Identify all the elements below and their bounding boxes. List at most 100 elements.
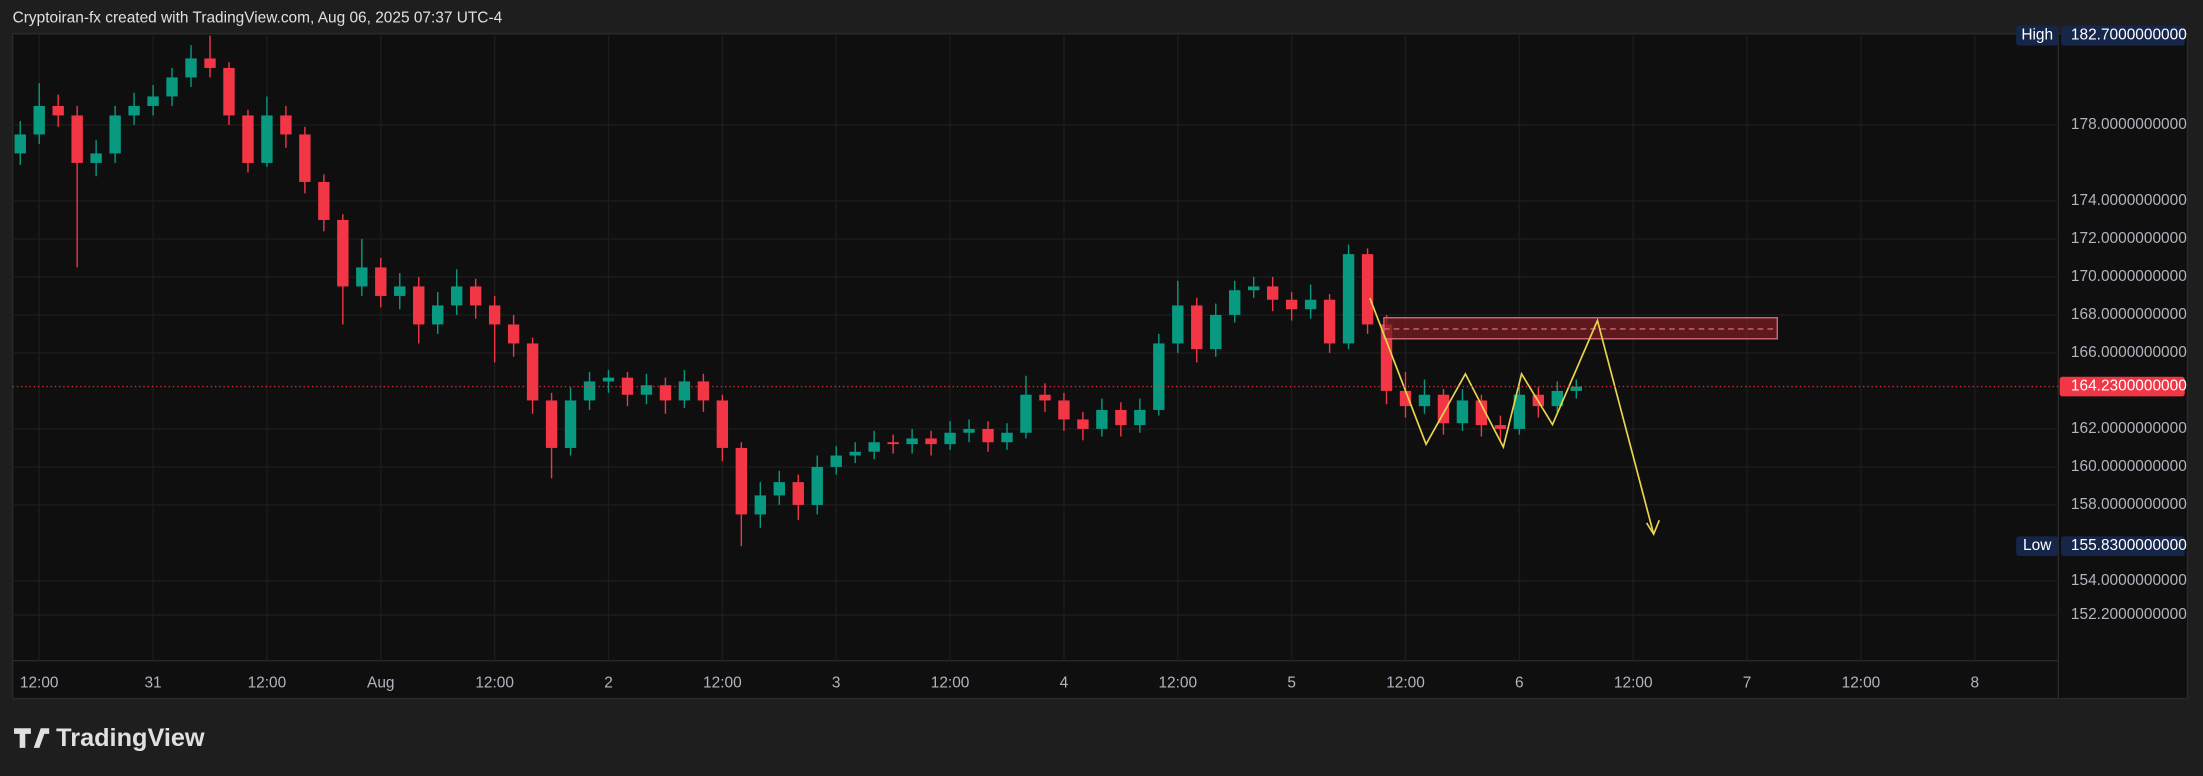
- candle-body: [223, 67, 235, 116]
- header-text: Cryptoiran-fx created with TradingView.c…: [13, 9, 503, 26]
- candle-body: [128, 105, 140, 116]
- candle-body: [754, 495, 767, 515]
- x-tick-label: 12:00: [1158, 674, 1197, 691]
- x-tick-label: 12:00: [931, 674, 970, 691]
- chart-panel: [11, 33, 2189, 700]
- y-tick-label: 160.0000000000: [2071, 458, 2187, 475]
- candle-body: [1570, 386, 1582, 391]
- high-marker-text: High: [2021, 27, 2053, 44]
- candle-body: [868, 442, 880, 452]
- candle-body: [1399, 390, 1412, 407]
- x-tick-label: 12:00: [20, 674, 59, 691]
- last-price-label: 164.2300000000: [2071, 378, 2187, 395]
- candle-body: [1020, 394, 1032, 433]
- candle-body: [621, 377, 634, 395]
- last-price-box: [2059, 376, 2185, 397]
- candle-body: [640, 385, 653, 395]
- candle-body: [71, 115, 83, 163]
- low-marker-label: 155.8300000000: [2071, 537, 2187, 554]
- candle-body: [906, 438, 918, 445]
- candle-body: [545, 400, 558, 448]
- candle-body: [1229, 290, 1241, 315]
- y-tick-label: 168.0000000000: [2071, 306, 2187, 323]
- candle-body: [602, 377, 615, 382]
- candle-body: [52, 105, 64, 116]
- candle-body: [1380, 324, 1393, 391]
- candle-body: [450, 286, 463, 306]
- candle-body: [261, 115, 273, 163]
- candle-body: [925, 438, 937, 445]
- x-tick-label: 12:00: [1842, 674, 1881, 691]
- y-tick-label: 172.0000000000: [2071, 230, 2187, 247]
- logo: TradingView: [14, 724, 205, 752]
- y-tick-label: 154.0000000000: [2071, 572, 2187, 589]
- candle-body: [280, 115, 292, 135]
- candle-body: [526, 343, 539, 401]
- candle-body: [90, 153, 102, 163]
- candle-body: [944, 432, 956, 445]
- candle-body: [507, 324, 520, 344]
- y-tick-label: 166.0000000000: [2071, 344, 2187, 361]
- candle-body: [356, 267, 368, 287]
- zigzag-path: [1369, 297, 1655, 535]
- candle-body: [1437, 394, 1450, 424]
- candle-body: [242, 115, 254, 163]
- x-tick-label: 12:00: [703, 674, 742, 691]
- y-tick-label: 178.0000000000: [2071, 116, 2187, 133]
- arrow-head: [1645, 519, 1661, 537]
- candle-body: [1115, 409, 1127, 426]
- candle-body: [1096, 409, 1108, 429]
- drawings: [1369, 297, 1778, 537]
- candle-body: [185, 58, 197, 78]
- x-tick-label: 6: [1515, 674, 1524, 691]
- candle-body: [887, 442, 899, 445]
- candle-body: [678, 381, 691, 401]
- candle-body: [811, 466, 823, 505]
- candle-body: [1323, 299, 1336, 344]
- candle-body: [1494, 425, 1507, 429]
- y-tick-label: 158.0000000000: [2071, 496, 2187, 513]
- x-tick-label: 8: [1970, 674, 1979, 691]
- candles: [14, 35, 1582, 547]
- candle-body: [1248, 286, 1260, 291]
- candle-body: [469, 286, 482, 306]
- candle-body: [1342, 254, 1355, 344]
- y-tick-label: 174.0000000000: [2071, 192, 2187, 209]
- x-tick-label: 12:00: [1614, 674, 1653, 691]
- x-tick-label: 5: [1287, 674, 1296, 691]
- candle-body: [1172, 305, 1184, 344]
- candle-body: [109, 115, 121, 154]
- x-tick-label: 12:00: [1386, 674, 1425, 691]
- candle-body: [14, 134, 26, 154]
- candle-body: [318, 181, 330, 220]
- resistance-zone: [1383, 317, 1778, 340]
- candle-body: [33, 105, 45, 135]
- low-marker-box: [2061, 536, 2185, 556]
- candle-body: [337, 219, 349, 287]
- candle-body: [716, 400, 729, 448]
- candle-body: [1513, 394, 1526, 429]
- candle-body: [147, 96, 159, 106]
- candle-body: [1475, 400, 1488, 426]
- low-marker-text: Low: [2023, 537, 2052, 554]
- candle-body: [1361, 254, 1374, 325]
- candle-body: [1210, 314, 1222, 350]
- candle-body: [963, 428, 975, 433]
- x-tick-label: 7: [1743, 674, 1752, 691]
- candle-body: [659, 385, 672, 401]
- x-tick-label: Aug: [367, 674, 394, 691]
- y-tick-label: 170.0000000000: [2071, 268, 2187, 285]
- high-marker-tag: [2016, 25, 2059, 46]
- candle-body: [583, 381, 596, 401]
- candle-body: [1058, 400, 1070, 420]
- candle-body: [773, 482, 785, 496]
- candle-body: [1285, 299, 1298, 310]
- candle-body: [432, 305, 444, 325]
- x-tick-label: 12:00: [248, 674, 287, 691]
- candle-body: [697, 381, 710, 401]
- y-tick-label: 162.0000000000: [2071, 420, 2187, 437]
- logo-text: TradingView: [56, 724, 205, 752]
- candle-body: [1153, 343, 1165, 410]
- candle-body: [166, 77, 178, 97]
